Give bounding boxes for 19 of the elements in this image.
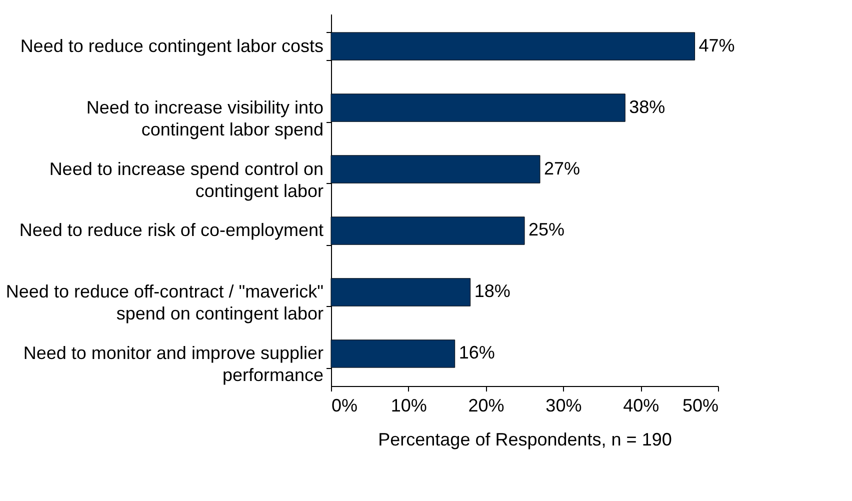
y-tick-label: Need to increase spend control on contingent labor [49,158,324,201]
x-tick-label: 50% [682,396,718,416]
y-tick-label: Need to reduce off-contract / "maverick" spend on contingent labor [6,282,324,324]
data-label: 25% [528,220,565,240]
data-label: 38% [629,96,666,117]
x-tick-label: 10% [390,396,427,416]
x-tick-label: 30% [546,396,582,416]
y-tick-label: Need to reduce contingent labor costs [20,36,324,56]
x-tick-label: 40% [623,396,660,416]
y-tick-label: Need to increase visibility into contingent labor spend [86,97,324,140]
y-tick-label: Need to reduce risk of co-employment [19,220,324,240]
data-label: 16% [458,342,495,363]
x-tick-label: 20% [468,396,504,416]
data-label: 18% [474,281,510,302]
x-tick-label: 0% [332,396,358,416]
data-label: 47% [698,35,735,56]
y-tick-label: Need to monitor and improve supplier performance [23,343,324,386]
data-label: 27% [544,158,580,178]
x-axis-title: Percentage of Respondents, n = 190 [378,430,672,450]
